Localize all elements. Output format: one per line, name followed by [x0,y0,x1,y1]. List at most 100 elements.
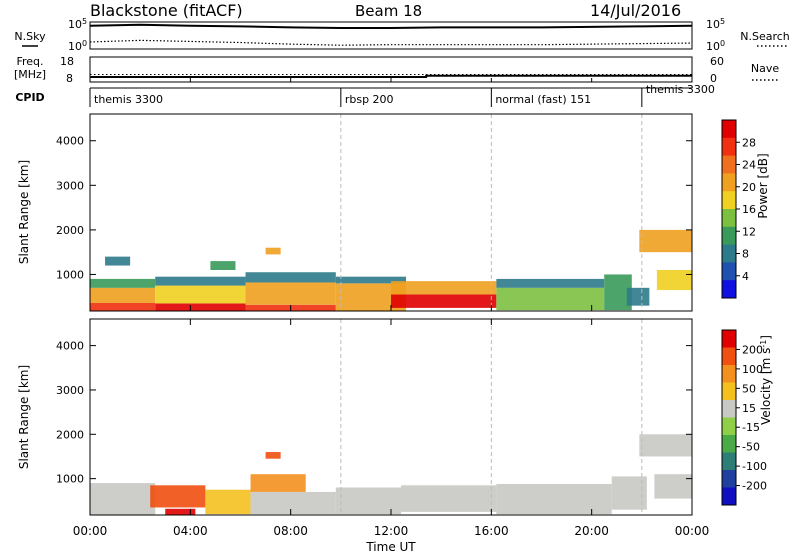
velocity-colorbar: 200 100 50 15 -15 -50 -100 -200 [721,329,767,506]
heatmap-region [150,485,206,508]
power-colorbar-swatch [722,120,736,139]
power-colorbar-swatch [722,155,736,174]
velocity-colorbar-tick-label: 200 [742,343,763,356]
power-colorbar-swatch [722,209,736,228]
cpid-mode-label: rbsp 200 [345,93,394,106]
heatmap-region [639,229,692,253]
heatmap-region [245,272,336,283]
power-colorbar-swatch [722,244,736,263]
heatmap-region [245,282,336,305]
nave-tick-bottom: 0 [710,72,717,85]
x-tick-label: 00:00 [675,524,710,538]
velocity-colorbar-swatch [722,400,736,418]
y-tick-label: 3000 [56,384,84,397]
y-tick-label: 2000 [56,428,84,441]
freq-unit: [MHz] [14,68,46,81]
heatmap-region [90,278,156,288]
heatmap-region [165,508,196,515]
time-axis: 00:00 04:00 08:00 12:00 16:00 20:00 00:00 [73,78,710,538]
x-tick-label: 08:00 [273,524,308,538]
freq-series-line [90,74,692,78]
noise-series-0 [89,23,693,29]
power-ylabel: Slant Range [km] [17,160,31,264]
cpid-modes: themis 3300 rbsp 200 normal (fast) 151 them… [89,83,715,107]
freq-label: Freq. [16,55,43,68]
noise-tick-left-top: 105 [68,17,87,31]
cpid-panel: CPID themis 3300 rbsp 200 normal (fast) 15… [15,83,715,107]
heatmap-region [90,287,156,303]
heatmap-region [335,487,402,515]
velocity-colorbar-frame [721,329,737,506]
y-tick-label: 4000 [56,135,84,148]
station-title: Blackstone (fitACF) [90,1,243,20]
heatmap-region [105,256,131,266]
cpid-label: CPID [15,91,44,104]
x-tick-label: 12:00 [374,524,409,538]
velocity-colorbar-swatch [722,470,736,488]
cpid-mode-label: themis 3300 [94,93,163,106]
freq-series [90,74,692,78]
power-heatmap [90,114,692,311]
power-colorbar-tick-label: 12 [742,225,756,238]
heatmap-region [656,269,692,291]
power-colorbar-tick-label: 20 [742,181,756,194]
power-y-axis: 4000 3000 2000 1000 [56,135,692,281]
velocity-colorbar-tick-label: 50 [742,382,756,395]
velocity-colorbar-swatch [722,382,736,401]
velocity-colorbar-tick-label: 15 [742,402,756,415]
y-tick-label: 1000 [56,268,84,281]
noise-sky-label: N.Sky [14,30,46,43]
power-colorbar-tick-label: 8 [742,248,749,261]
nave-tick-top: 60 [710,55,724,68]
heatmap-region [391,281,497,295]
velocity-colorbar-tick-label: -200 [742,480,767,493]
noise-tick-left-bottom: 100 [68,39,87,53]
x-tick-label: 00:00 [73,524,108,538]
velocity-colorbar-tick-label: -50 [742,441,760,454]
power-colorbar-swatch [722,280,736,299]
heatmap-region [391,294,497,308]
heatmap-region [90,483,156,515]
velocity-colorbar-swatch [722,487,736,506]
heatmap-region [250,491,336,515]
noise-series [89,23,693,46]
heatmap-region [654,474,692,499]
beam-title: Beam 18 [355,2,422,20]
power-colorbar-swatch [722,191,736,210]
velocity-colorbar-tick-label: 100 [742,363,763,376]
velocity-heatmap [90,319,692,515]
y-tick-label: 1000 [56,473,84,486]
heatmap-region [496,483,612,515]
heatmap-region [335,276,407,284]
power-panel: 4000 3000 2000 1000 Slant Range [km] 28 24 20… [17,113,770,312]
heatmap-region [90,302,156,311]
velocity-colorbar-swatch [722,435,736,453]
x-tick-label: 20:00 [574,524,609,538]
nave-label: Nave [751,62,779,75]
power-colorbar-tick-label: 4 [742,270,749,283]
power-colorbar-swatch [722,137,736,157]
velocity-colorbar-label: Velocity [m s-1] [759,335,773,425]
power-colorbar-swatch [722,262,736,281]
power-colorbar-tick-label: 28 [742,136,756,149]
cpid-mode-label: themis 3300 [646,83,715,96]
heatmap-region [611,476,647,510]
cpid-mode-label: normal (fast) 151 [495,93,591,106]
velocity-colorbar-swatch [722,452,736,471]
noise-tick-right-top: 105 [706,17,725,31]
noise-panel-frame [89,21,693,50]
velocity-panel: 4000 3000 2000 1000 Slant Range [km] 200 100… [17,318,773,516]
date-title: 14/Jul/2016 [590,1,681,20]
velocity-y-axis: 4000 3000 2000 1000 [56,340,692,486]
power-colorbar-tick-label: 16 [742,203,756,216]
heatmap-region [155,276,246,286]
heatmap-region [496,278,605,288]
heatmap-region [401,485,497,512]
power-colorbar-swatch [722,173,736,192]
heatmap-region [205,489,251,515]
velocity-colorbar-tick-label: -15 [742,421,760,434]
x-tick-label: 16:00 [474,524,509,538]
power-colorbar-tick-label: 24 [742,159,756,172]
power-colorbar-label: Power [dB] [756,153,770,218]
